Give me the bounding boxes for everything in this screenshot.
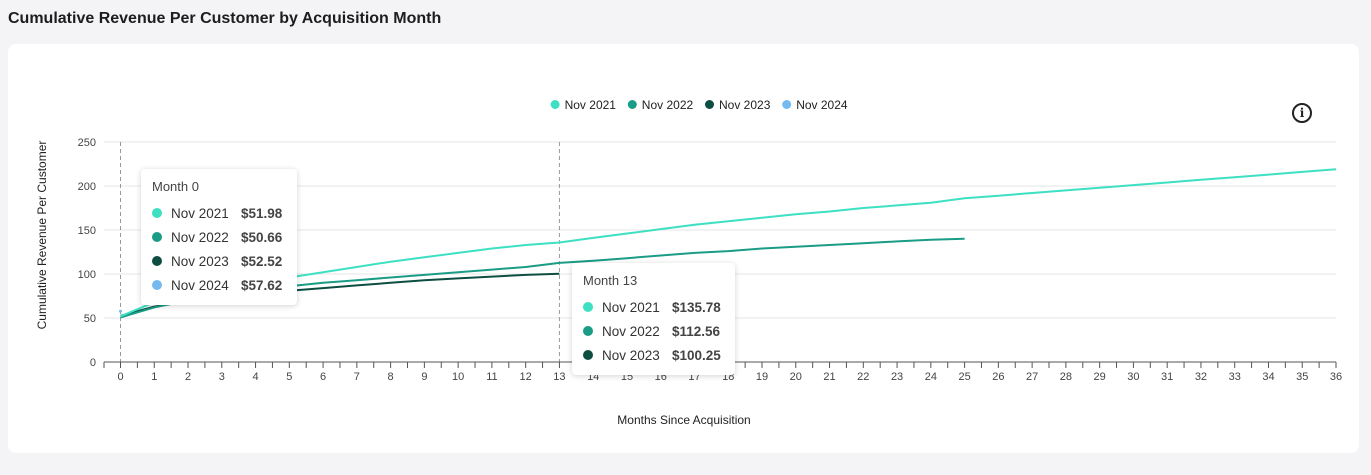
tooltip: Month 0 Nov 2021 $51.98 Nov 2022 $50.66 Nov 2… [141,169,297,305]
tooltip-swatch [152,208,162,218]
tooltip-series-name: Nov 2023 [171,253,229,269]
tooltip-series-name: Nov 2022 [602,323,660,339]
tooltip-value: $52.52 [241,253,283,269]
x-tick-label: 10 [452,371,464,383]
x-tick-label: 7 [354,371,360,383]
tooltip-value: $135.78 [672,299,721,315]
x-tick-label: 1 [151,371,157,383]
legend-item[interactable]: Nov 2021 [550,98,617,112]
tooltip-swatch [152,280,162,290]
x-tick-label: 2 [185,371,191,383]
y-tick-label: 250 [78,137,96,149]
tooltip-series-name: Nov 2022 [171,229,229,245]
x-tick-label: 29 [1094,371,1106,383]
tooltip-swatch [583,326,593,336]
x-axis-label: Months Since Acquisition [617,413,750,427]
tooltip-swatch [152,256,162,266]
legend-item[interactable]: Nov 2022 [627,98,694,112]
crosshair-lines [120,142,560,362]
tooltip-title: Month 0 [152,179,199,194]
x-tick-label: 5 [286,371,292,383]
x-tick-label: 3 [219,371,225,383]
tooltip-row: Nov 2023 $100.25 [583,343,723,367]
x-tick-label: 0 [117,371,123,383]
legend-label: Nov 2022 [642,98,694,112]
tooltip-value: $50.66 [241,229,283,245]
x-tick-label: 33 [1229,371,1241,383]
y-axis-label: Cumulative Revenue Per Customer [35,141,49,330]
tooltip-series-name: Nov 2021 [602,299,660,315]
info-icon[interactable]: i [1292,103,1312,123]
series-line[interactable] [120,168,1337,318]
tooltip-row: Nov 2024 $57.62 [152,273,285,297]
x-tick-label: 30 [1127,371,1139,383]
legend[interactable]: Nov 2021 Nov 2022 Nov 2023 Nov 2024 [550,98,848,112]
x-tick-label: 8 [388,371,394,383]
x-tick-label: 13 [553,371,565,383]
legend-label: Nov 2021 [565,98,617,112]
x-tick-label: 20 [790,371,802,383]
tooltip: Month 13 Nov 2021 $135.78 Nov 2022 $112.56 No… [572,263,735,375]
tooltip-swatch [583,350,593,360]
tooltip-row: Nov 2021 $51.98 [152,201,285,225]
tooltip-value: $100.25 [672,347,721,363]
x-tick-label: 31 [1161,371,1173,383]
legend-swatch [705,100,714,109]
tooltip-row: Nov 2021 $135.78 [583,295,723,319]
legend-label: Nov 2023 [719,98,771,112]
y-tick-label: 150 [78,225,96,237]
tooltip-row: Nov 2022 $50.66 [152,225,285,249]
tooltip-row: Nov 2022 $112.56 [583,319,723,343]
legend-item[interactable]: Nov 2024 [782,98,848,112]
y-tick-label: 200 [78,181,96,193]
x-tick-label: 21 [823,371,835,383]
x-tick-label: 36 [1330,371,1342,383]
x-tick-label: 22 [857,371,869,383]
x-tick-label: 9 [421,371,427,383]
page-title: Cumulative Revenue Per Customer by Acqui… [8,10,442,27]
tooltip-value: $57.62 [241,277,283,293]
x-tick-label: 12 [520,371,532,383]
y-tick-label: 100 [78,269,96,281]
x-tick-label: 32 [1195,371,1207,383]
tooltip-swatch [583,302,593,312]
tooltip-title: Month 13 [583,273,638,288]
x-tick-label: 11 [486,371,497,383]
legend-swatch [550,100,560,109]
series-point[interactable] [119,309,122,313]
tooltip-value: $112.56 [672,323,721,339]
x-tick-label: 28 [1060,371,1072,383]
tooltip-series-name: Nov 2023 [602,347,660,363]
x-tick-label: 6 [320,371,326,383]
legend-swatch [627,100,637,109]
x-tick-label: 35 [1296,371,1308,383]
legend-item[interactable]: Nov 2023 [705,98,771,112]
x-tick-label: 19 [756,371,768,383]
tooltip-series-name: Nov 2024 [171,277,229,293]
tooltip-swatch [152,232,162,242]
x-tick-label: 24 [925,371,937,383]
legend-swatch [782,100,792,109]
legend-label: Nov 2024 [796,98,848,112]
tooltip-series-name: Nov 2021 [171,205,229,221]
tooltip-value: $51.98 [241,205,283,221]
x-tick-label: 25 [958,371,970,383]
tooltip-row: Nov 2023 $52.52 [152,249,285,273]
y-tick-label: 0 [90,357,96,369]
x-tick-label: 34 [1262,371,1274,383]
x-tick-label: 27 [1026,371,1038,383]
x-tick-label: 26 [992,371,1004,383]
x-tick-label: 23 [891,371,903,383]
x-tick-label: 4 [252,371,258,383]
y-tick-label: 50 [84,313,96,325]
